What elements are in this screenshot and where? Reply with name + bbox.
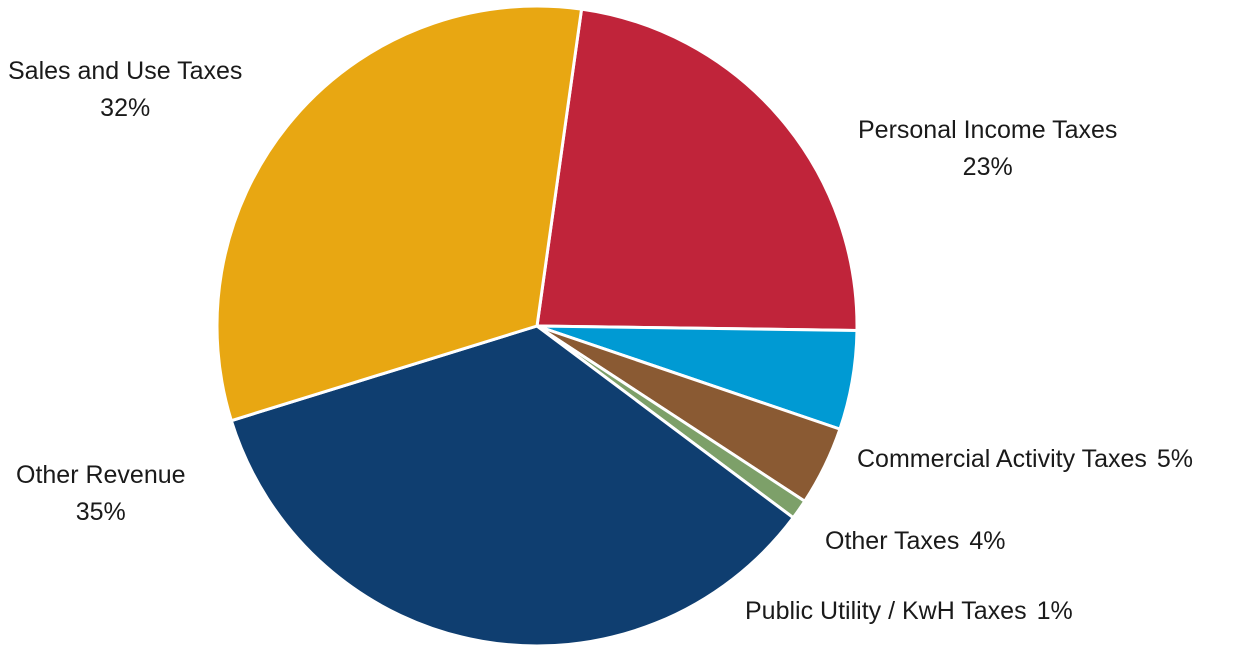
label-name: Other Taxes xyxy=(825,527,959,555)
pie-slice-personal-income-taxes xyxy=(537,9,857,330)
label-name: Commercial Activity Taxes xyxy=(857,445,1147,473)
label-other-revenue: Other Revenue 35% xyxy=(16,457,186,531)
label-percent: 32% xyxy=(8,90,242,127)
label-sales-and-use-taxes: Sales and Use Taxes 32% xyxy=(8,53,242,127)
label-name: Personal Income Taxes xyxy=(858,116,1117,144)
label-percent: 23% xyxy=(858,149,1117,186)
label-other-taxes: Other Taxes 4% xyxy=(825,523,1005,560)
label-name: Sales and Use Taxes xyxy=(8,57,242,85)
label-name: Other Revenue xyxy=(16,461,186,489)
label-name: Public Utility / KwH Taxes xyxy=(745,597,1027,625)
label-public-utility-kwh-taxes: Public Utility / KwH Taxes 1% xyxy=(745,593,1073,630)
label-percent: 35% xyxy=(16,494,186,531)
label-commercial-activity-taxes: Commercial Activity Taxes 5% xyxy=(857,441,1193,478)
label-percent: 5% xyxy=(1157,445,1193,473)
label-personal-income-taxes: Personal Income Taxes 23% xyxy=(858,112,1117,186)
label-percent: 1% xyxy=(1037,597,1073,625)
label-percent: 4% xyxy=(969,527,1005,555)
